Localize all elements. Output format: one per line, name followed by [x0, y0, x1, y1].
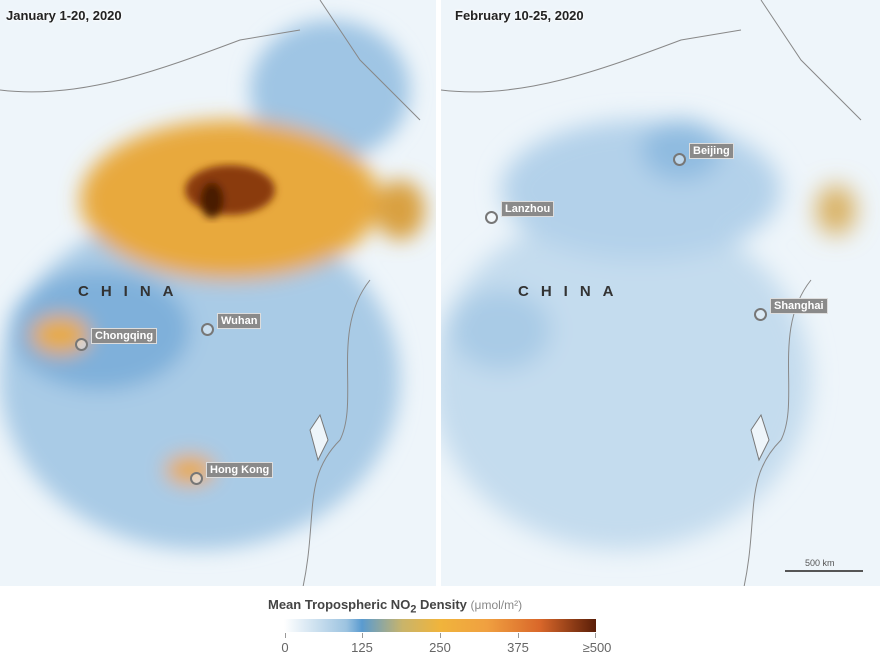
city-dot-icon: [485, 211, 498, 224]
no2-map-february: [441, 0, 862, 586]
city-marker-shanghai: Shanghai: [754, 297, 828, 321]
city-dot-icon: [754, 308, 767, 321]
country-label: CHINA: [78, 283, 186, 300]
city-marker-beijing: Beijing: [673, 142, 734, 166]
city-label: Wuhan: [217, 312, 262, 329]
legend-subscript: 2: [410, 603, 417, 616]
map-panel-january: January 1-20, 2020 CHINA Chongqing Wuhan…: [0, 0, 436, 586]
city-label: Shanghai: [770, 297, 828, 314]
city-label: Chongqing: [91, 327, 158, 344]
city-dot-icon: [190, 472, 203, 485]
city-marker-wuhan: Wuhan: [201, 312, 262, 336]
city-marker-hong-kong: Hong Kong: [190, 461, 274, 485]
panel-title: February 10-25, 2020: [455, 8, 584, 23]
no2-map-january: [0, 0, 425, 586]
legend-tick: [362, 633, 363, 638]
legend-title-text: Mean Tropospheric NO: [268, 597, 411, 612]
scale-bar: [785, 570, 863, 572]
legend-unit: (μmol/m²): [470, 598, 523, 612]
city-marker-chongqing: Chongqing: [75, 327, 158, 351]
city-dot-icon: [201, 323, 214, 336]
legend-tick: [285, 633, 286, 638]
map-panel-february: February 10-25, 2020 CHINA Beijing Lanzh…: [441, 0, 880, 586]
scale-bar-label: 500 km: [805, 558, 835, 568]
panel-title: January 1-20, 2020: [6, 8, 122, 23]
country-label: CHINA: [518, 283, 626, 300]
legend-tick-label: 0: [281, 640, 289, 655]
legend-tick: [440, 633, 441, 638]
legend-tick-label: 375: [507, 640, 529, 655]
legend-tick-label: 125: [351, 640, 373, 655]
city-label: Beijing: [689, 142, 734, 159]
legend-tick: [518, 633, 519, 638]
city-dot-icon: [673, 153, 686, 166]
city-label: Lanzhou: [501, 200, 555, 217]
city-dot-icon: [75, 338, 88, 351]
city-label: Hong Kong: [206, 461, 274, 478]
city-marker-lanzhou: Lanzhou: [485, 200, 555, 224]
legend-title-rest: Density: [416, 597, 467, 612]
legend-title: Mean Tropospheric NO2 Density (μmol/m²): [268, 597, 522, 616]
legend-tick-label: 250: [429, 640, 451, 655]
legend-tick-label: ≥500: [582, 640, 612, 655]
color-bar: [284, 619, 596, 632]
legend-tick: [595, 633, 596, 638]
